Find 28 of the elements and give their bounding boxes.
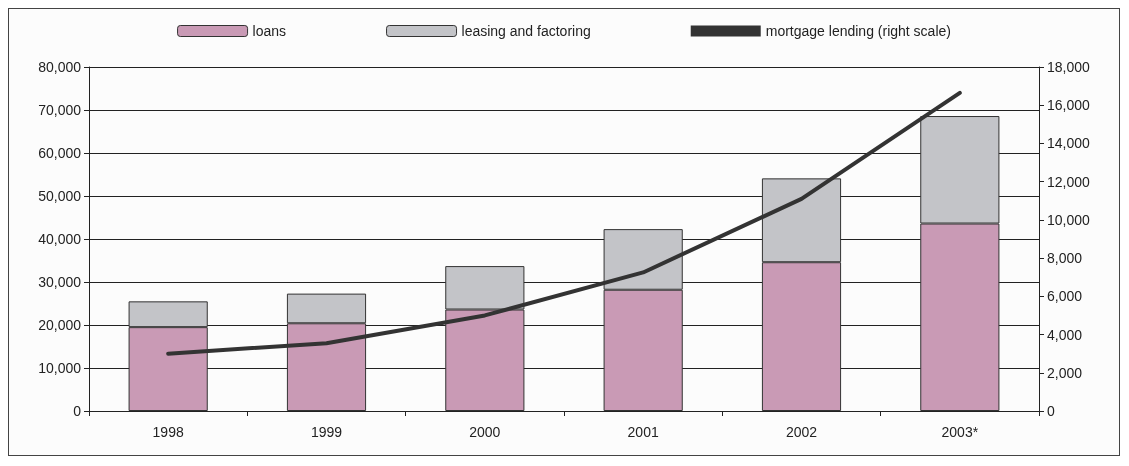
- y-tick-label: 10,000: [38, 360, 82, 376]
- y-tick-label: 0: [73, 403, 82, 419]
- y2-tick-label: 4,000: [1047, 326, 1083, 343]
- y2-tick-label: 8,000: [1047, 250, 1083, 267]
- y-tick-label: 50,000: [38, 188, 82, 204]
- y-tick-label: 40,000: [38, 231, 82, 247]
- y-tick-label: 20,000: [38, 317, 82, 333]
- x-tick-label: 1998: [152, 424, 184, 440]
- y2-tick-label: 0: [1047, 403, 1055, 419]
- y2-tick-label: 16,000: [1047, 97, 1091, 114]
- y2-tick-label: 6,000: [1047, 288, 1083, 305]
- y-tick-label: 60,000: [38, 145, 82, 161]
- legend-label: mortgage lending (right scale): [765, 23, 951, 39]
- legend-label: leasing and factoring: [461, 23, 591, 39]
- y2-tick-label: 10,000: [1047, 211, 1091, 228]
- x-tick-label: 1999: [310, 424, 343, 440]
- x-tick-label: 2003*: [941, 424, 979, 440]
- y2-tick-label: 2,000: [1047, 364, 1083, 381]
- y-tick-label: 70,000: [38, 102, 82, 118]
- x-tick-label: 2000: [469, 424, 501, 440]
- legend-label: loans: [252, 23, 287, 39]
- y2-tick-label: 18,000: [1047, 59, 1091, 75]
- x-tick-label: 2002: [785, 424, 818, 440]
- y2-tick-label: 12,000: [1047, 173, 1091, 190]
- y-tick-label: 80,000: [38, 59, 82, 75]
- y2-tick-label: 14,000: [1047, 135, 1091, 152]
- x-tick-label: 2001: [627, 424, 659, 440]
- y-tick-label: 30,000: [38, 274, 82, 290]
